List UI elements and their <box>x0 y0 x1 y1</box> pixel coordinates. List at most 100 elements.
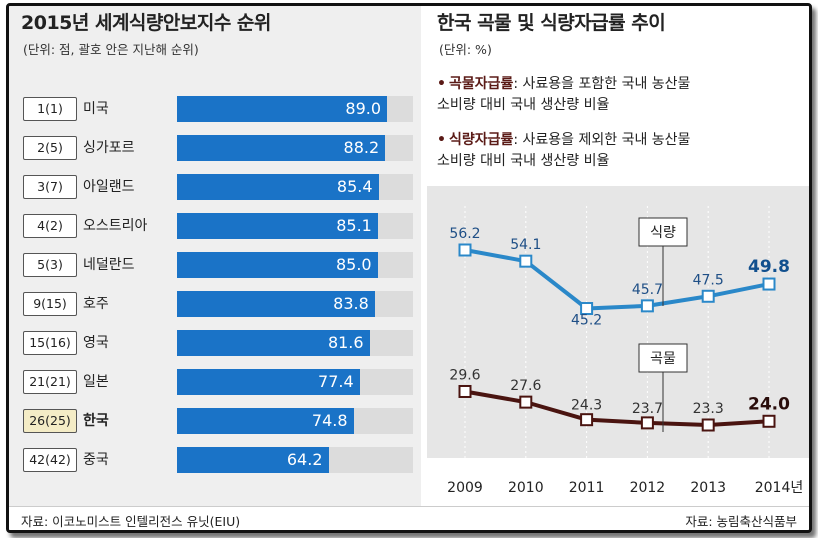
rank-label: 1(1) <box>23 97 77 121</box>
bar: 85.0 <box>177 252 378 278</box>
data-label: 29.6 <box>449 367 480 383</box>
bar-track: 89.0 <box>177 96 413 122</box>
data-label: 23.3 <box>693 401 724 417</box>
bar: 83.8 <box>177 291 375 317</box>
legend-food-text-2: 소비량 대비 국내 생산량 비율 <box>437 153 610 169</box>
bar-value-label: 83.8 <box>333 294 369 313</box>
bar-track: 85.1 <box>177 213 413 239</box>
country-label: 네덜란드 <box>83 257 135 273</box>
data-point <box>458 243 472 257</box>
source-left: 자료: 이코노미스트 인텔리전스 유닛(EIU) <box>21 514 241 529</box>
ranking-row: 4(2) 오스트리아 85.1 <box>23 211 415 241</box>
data-label: 49.8 <box>748 257 790 277</box>
data-point <box>640 299 654 313</box>
x-tick-label: 2010 <box>508 480 544 496</box>
bar-value-label: 81.6 <box>327 333 364 352</box>
data-label: 23.7 <box>632 401 663 417</box>
country-label: 한국 <box>83 413 109 429</box>
bar-track: 77.4 <box>177 369 413 395</box>
bar-value-label: 85.1 <box>336 216 372 235</box>
data-point <box>458 384 472 398</box>
data-point <box>762 414 776 428</box>
country-label: 아일랜드 <box>83 179 135 195</box>
bar-value-label: 77.4 <box>318 372 354 391</box>
rank-label: 5(3) <box>23 253 77 277</box>
data-label: 24.3 <box>571 398 602 414</box>
series-tag-box <box>638 217 688 247</box>
data-point <box>701 418 715 432</box>
legend-grain-key: 곡물자급률 <box>448 76 514 92</box>
country-label: 오스트리아 <box>83 218 148 234</box>
series-line <box>464 248 770 311</box>
ranking-row: 1(1) 미국 89.0 <box>23 94 415 124</box>
legend-food-key: 식량자급률 <box>448 132 514 148</box>
ranking-row: 15(16) 영국 81.6 <box>23 328 415 358</box>
infographic-frame: 2015년 세계식량안보지수 순위 (단위: 점, 괄호 안은 지난해 순위) … <box>6 3 812 533</box>
bar-track: 85.0 <box>177 252 413 278</box>
country-label: 중국 <box>83 452 109 468</box>
legend-food-definition: • 식량자급률: 사료용을 제외한 국내 농산물 소비량 대비 국내 생산량 비율 <box>437 130 797 172</box>
x-tick-label: 2012 <box>630 480 666 496</box>
data-label: 47.5 <box>693 272 724 288</box>
legend-grain-text-2: 소비량 대비 국내 생산량 비율 <box>437 97 610 113</box>
bar-value-label: 88.2 <box>343 138 380 157</box>
bar: 85.4 <box>177 174 379 200</box>
country-label: 미국 <box>83 101 109 117</box>
bar-track: 81.6 <box>177 330 413 356</box>
ranking-row: 3(7) 아일랜드 85.4 <box>23 172 415 202</box>
rank-label: 4(2) <box>23 214 77 238</box>
self-sufficiency-panel: 한국 곡물 및 식량자급률 추이 (단위: %) • 곡물자급률: 사료용을 포함… <box>427 6 809 506</box>
data-point <box>519 254 533 268</box>
ranking-row: 42(42) 중국 64.2 <box>23 445 415 475</box>
bar-value-label: 89.0 <box>345 99 382 118</box>
food-security-ranking-panel: 2015년 세계식량안보지수 순위 (단위: 점, 괄호 안은 지난해 순위) … <box>9 6 421 506</box>
bar-value-label: 85.4 <box>336 177 373 196</box>
data-point <box>519 395 533 409</box>
bar: 81.6 <box>177 330 370 356</box>
data-label: 45.2 <box>571 313 602 329</box>
country-label: 영국 <box>83 335 109 351</box>
ranking-row: 9(15) 호주 83.8 <box>23 289 415 319</box>
bar: 85.1 <box>177 213 378 239</box>
rank-label: 3(7) <box>23 175 77 199</box>
bar-value-label: 64.2 <box>286 450 323 469</box>
data-label: 45.7 <box>632 282 663 298</box>
trend-title: 한국 곡물 및 식량자급률 추이 <box>437 12 666 34</box>
ranking-subtitle: (단위: 점, 괄호 안은 지난해 순위) <box>23 42 199 57</box>
rank-label: 21(21) <box>23 370 77 394</box>
series-name-label: 곡물 <box>650 351 676 367</box>
bar: 64.2 <box>177 447 329 473</box>
data-label: 27.6 <box>510 378 541 394</box>
rank-label: 15(16) <box>23 331 77 355</box>
x-tick-label: 2011 <box>569 480 605 496</box>
x-tick-label: 2013 <box>690 480 726 496</box>
source-right: 자료: 농림축산식품부 <box>685 514 797 529</box>
trend-subtitle: (단위: %) <box>439 42 492 57</box>
bar-track: 83.8 <box>177 291 413 317</box>
data-point <box>640 416 654 430</box>
legend-grain-definition: • 곡물자급률: 사료용을 포함한 국내 농산물 소비량 대비 국내 생산량 비율 <box>437 74 797 116</box>
rank-label: 26(25) <box>23 409 77 433</box>
self-sufficiency-line-chart: 56.2 54.1 45.2 45.7 47.5 49.8 29.6 27.6 24.3 23.7… <box>427 186 809 496</box>
ranking-row: 26(25) 한국 74.8 <box>23 406 415 436</box>
bar-track: 88.2 <box>177 135 413 161</box>
data-label: 56.2 <box>449 226 480 242</box>
series-name-label: 식량 <box>650 225 676 241</box>
data-point <box>580 302 594 316</box>
x-tick-label: 2009 <box>447 480 483 496</box>
legend-food-text-1: : 사료용을 제외한 국내 농산물 <box>513 132 691 148</box>
bar-value-label: 85.0 <box>335 255 372 274</box>
data-point <box>701 289 715 303</box>
bar-value-label: 74.8 <box>311 411 348 430</box>
country-label: 일본 <box>83 374 109 390</box>
ranking-title: 2015년 세계식량안보지수 순위 <box>21 12 271 34</box>
source-footer: 자료: 이코노미스트 인텔리전스 유닛(EIU) 자료: 농림축산식품부 <box>9 506 809 530</box>
data-point <box>580 413 594 427</box>
bar: 89.0 <box>177 96 388 122</box>
bar-track: 85.4 <box>177 174 413 200</box>
rank-label: 2(5) <box>23 136 77 160</box>
rank-label: 42(42) <box>23 448 77 472</box>
data-label: 24.0 <box>748 394 790 414</box>
bar-track: 64.2 <box>177 447 413 473</box>
bar: 77.4 <box>177 369 360 395</box>
